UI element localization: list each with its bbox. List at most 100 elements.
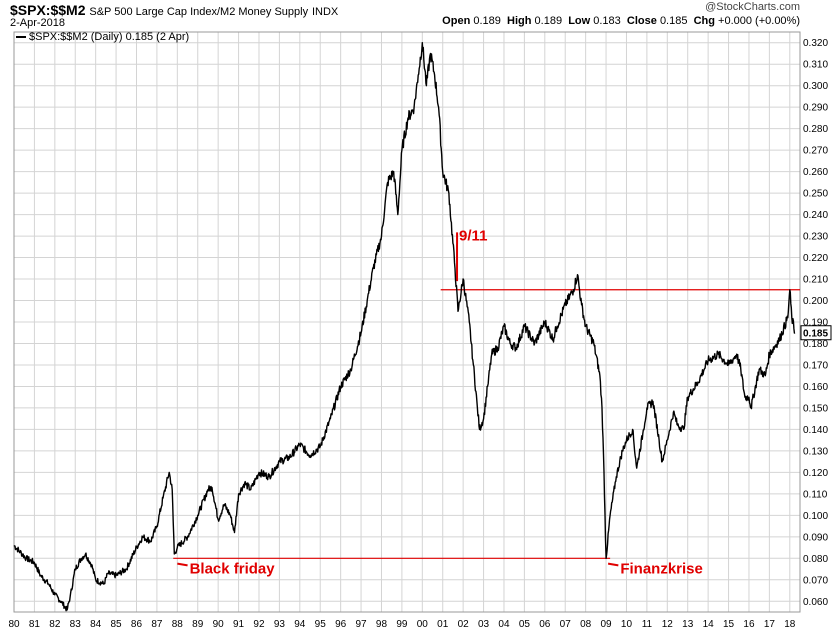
x-tick-label: 11 (642, 619, 653, 630)
x-tick-label: 03 (478, 619, 490, 630)
annotation-label: Black friday (190, 560, 276, 577)
close-value: 0.185 (659, 15, 688, 27)
y-tick-label: 0.130 (803, 446, 828, 457)
open-value: 0.189 (473, 15, 501, 27)
x-tick-label: 01 (437, 619, 449, 630)
chart-header: $SPX:$$M2 S&P 500 Large Cap Index/M2 Mon… (0, 0, 834, 32)
y-tick-label: 0.060 (803, 597, 828, 608)
y-tick-label: 0.300 (803, 81, 828, 92)
x-tick-label: 99 (396, 619, 408, 630)
plot-frame (13, 31, 801, 613)
x-tick-label: 05 (519, 619, 531, 630)
x-tick-label: 82 (49, 619, 61, 630)
legend-swatch (16, 36, 26, 39)
last-value-box: 0.185 (800, 325, 832, 341)
x-tick-label: 87 (151, 619, 163, 630)
x-tick-label: 02 (458, 619, 470, 630)
y-tick-label: 0.280 (803, 124, 828, 135)
y-tick-label: 0.180 (803, 339, 828, 350)
low-label: Low (568, 15, 591, 27)
annotation-label: 9/11 (459, 227, 487, 244)
y-tick-label: 0.320 (803, 38, 828, 49)
y-tick-label: 0.290 (803, 103, 828, 114)
symbol-description: S&P 500 Large Cap Index/M2 Money Supply (89, 6, 309, 18)
y-tick-label: 0.190 (803, 318, 828, 329)
x-tick-label: 83 (70, 619, 82, 630)
symbol: $SPX:$$M2 (10, 2, 86, 18)
y-tick-label: 0.140 (803, 425, 828, 436)
y-tick-label: 0.070 (803, 575, 828, 586)
legend-label: $SPX:$$M2 (Daily) 0.185 (2 Apr) (29, 31, 190, 43)
exchange: INDX (311, 6, 339, 18)
y-tick-label: 0.210 (803, 275, 828, 286)
low-value: 0.183 (593, 15, 621, 27)
annotation-pointer (177, 562, 188, 567)
y-tick-label: 0.230 (803, 232, 828, 243)
x-tick-label: 04 (498, 619, 510, 630)
high-label: High (507, 15, 532, 27)
y-tick-label: 0.260 (803, 167, 828, 178)
series-line (13, 42, 796, 612)
x-axis: 80 81 82 83 84 85 86 87 88 89 90 91 92 93 94 95 96 97 98 99… (8, 619, 795, 630)
x-tick-label: 91 (233, 619, 245, 630)
x-tick-label: 85 (111, 619, 123, 630)
y-tick-label: 0.150 (803, 403, 828, 414)
x-tick-label: 94 (294, 619, 306, 630)
y-tick-label: 0.240 (803, 210, 828, 221)
x-tick-label: 14 (703, 619, 715, 630)
y-tick-label: 0.080 (803, 554, 828, 565)
y-tick-label: 0.120 (803, 468, 828, 479)
y-tick-label: 0.250 (803, 189, 828, 200)
x-tick-label: 08 (580, 619, 592, 630)
last-value-label: 0.185 (803, 329, 828, 340)
chg-label: Chg (693, 15, 715, 27)
x-tick-label: 88 (172, 619, 184, 630)
x-tick-label: 98 (376, 619, 388, 630)
x-tick-label: 95 (315, 619, 327, 630)
brand-watermark: @StockCharts.com (705, 1, 800, 13)
y-tick-label: 0.170 (803, 360, 828, 371)
last-value-bg (800, 325, 832, 341)
x-tick-label: 10 (621, 619, 633, 630)
x-tick-label: 80 (8, 619, 20, 630)
legend: $SPX:$$M2 (Daily) 0.185 (2 Apr) (16, 31, 189, 43)
y-axis: 0.060 0.070 0.080 0.090 0.100 0.110 0.120 0.130… (803, 38, 828, 608)
chg-value: +0.000 (+0.00%) (718, 15, 800, 27)
x-tick-label: 96 (335, 619, 347, 630)
x-tick-label: 89 (192, 619, 204, 630)
x-tick-label: 17 (764, 619, 776, 630)
chart-title: $SPX:$$M2 S&P 500 Large Cap Index/M2 Mon… (10, 2, 338, 18)
chart-date: 2-Apr-2018 (10, 17, 66, 29)
y-tick-label: 0.100 (803, 511, 828, 522)
annotation-label: Finanzkrise (620, 560, 703, 577)
high-value: 0.189 (534, 15, 563, 27)
open-label: Open (442, 15, 471, 27)
y-tick-label: 0.270 (803, 146, 828, 157)
x-tick-label: 92 (253, 619, 265, 630)
x-tick-label: 12 (662, 619, 674, 630)
x-tick-label: 86 (131, 619, 143, 630)
y-tick-label: 0.110 (803, 489, 828, 500)
grid (13, 32, 800, 612)
y-tick-label: 0.310 (803, 60, 828, 71)
y-tick-label: 0.220 (803, 253, 828, 264)
close-label: Close (626, 15, 657, 27)
x-tick-label: 00 (417, 619, 429, 630)
x-tick-label: 09 (600, 619, 612, 630)
x-tick-label: 07 (560, 619, 572, 630)
x-tick-label: 90 (213, 619, 225, 630)
y-tick-label: 0.200 (803, 296, 828, 307)
x-tick-label: 81 (29, 619, 41, 630)
x-tick-label: 97 (356, 619, 368, 630)
x-tick-label: 16 (743, 619, 755, 630)
x-tick-label: 93 (274, 619, 286, 630)
x-tick-label: 84 (90, 619, 102, 630)
y-tick-label: 0.160 (803, 382, 828, 393)
x-tick-label: 15 (723, 619, 735, 630)
x-tick-label: 13 (682, 619, 694, 630)
annotation-pointer (607, 562, 619, 567)
ohlc-readout: Open 0.189 High 0.189 Low 0.183 Close 0.… (442, 15, 800, 27)
annotations: 9/11 Black friday Finanzkrise (173, 227, 800, 577)
x-tick-label: 18 (784, 619, 796, 630)
